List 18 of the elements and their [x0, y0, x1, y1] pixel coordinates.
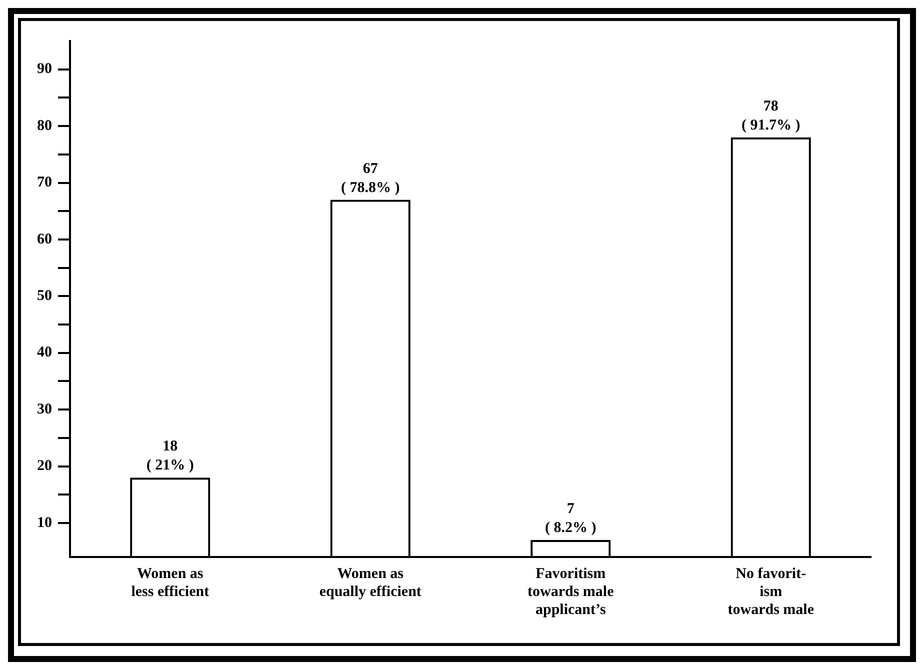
y-tick-label: 40 [37, 344, 52, 361]
data-label: 18 ( 21% ) [146, 438, 194, 474]
y-tick-label: 10 [37, 514, 52, 531]
y-tick-label: 20 [37, 458, 52, 474]
y-tick-label: 30 [37, 401, 52, 418]
y-tick-label: 60 [37, 231, 52, 248]
y-tick-label: 50 [37, 288, 52, 304]
frame: Women as less efficient Women as equally efficient Favoritism towards male applicant’s No favorit- ism towards male 10 20 30 40 50 60 70 80 90 18 ( 21% ) 67 ( 78.8% ) 7 ( 8.2% ) 78 ( 91.7% ) [8, 8, 916, 662]
x-tick-label: Favoritism towards male applicant’s [528, 566, 614, 618]
x-tick-label: Women as equally efficient [319, 566, 422, 600]
y-tick-label: 70 [37, 174, 52, 191]
x-tick-label: Women as less efficient [131, 566, 210, 600]
data-label: 78 ( 91.7% ) [742, 98, 800, 134]
data-label: 67 ( 78.8% ) [341, 160, 400, 196]
x-tick-label: No favorit- ism towards male [728, 566, 814, 618]
data-label: 7 ( 8.2% ) [545, 500, 596, 536]
y-tick-label: 80 [37, 118, 52, 134]
y-tick-label: 90 [37, 61, 52, 78]
